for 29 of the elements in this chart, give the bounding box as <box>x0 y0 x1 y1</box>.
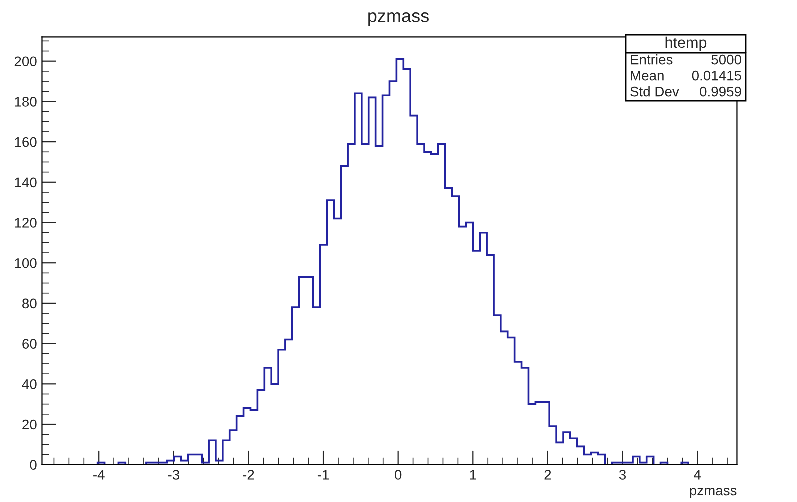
x-tick-label: -3 <box>168 470 180 480</box>
y-tick-label: 80 <box>22 298 37 309</box>
annotation: Std Dev <box>630 86 680 97</box>
x-tick-label: 2 <box>544 470 552 480</box>
annotation: 0.01415 <box>692 70 742 81</box>
x-tick-label: 3 <box>619 470 626 480</box>
annotation: Mean <box>631 71 664 81</box>
y-tick-label: 0 <box>30 460 37 470</box>
annotation: Entries <box>631 54 673 65</box>
annotation: htemp <box>666 36 707 52</box>
y-tick-label: 40 <box>22 379 37 390</box>
y-tick-label: 120 <box>15 218 37 228</box>
x-tick-label: 1 <box>470 470 476 480</box>
y-tick-label: 100 <box>15 258 37 268</box>
x-tick-label: -1 <box>318 470 330 480</box>
y-tick-label: 20 <box>22 420 37 430</box>
chart-title: pzmass <box>368 12 429 26</box>
x-axis-title: pzmass <box>690 488 737 498</box>
y-tick-label: 180 <box>15 97 37 107</box>
x-tick-label: 0 <box>395 470 402 480</box>
y-tick-label: 160 <box>15 137 37 148</box>
y-tick-label: 200 <box>14 56 37 67</box>
x-tick-label: -2 <box>243 470 254 480</box>
y-tick-label: 60 <box>22 339 37 349</box>
x-tick-label: 4 <box>694 470 702 480</box>
annotation: 5000 <box>712 54 742 65</box>
annotation: 0.9959 <box>700 86 742 97</box>
y-tick-label: 140 <box>15 178 37 188</box>
x-tick-label: -4 <box>94 470 105 480</box>
